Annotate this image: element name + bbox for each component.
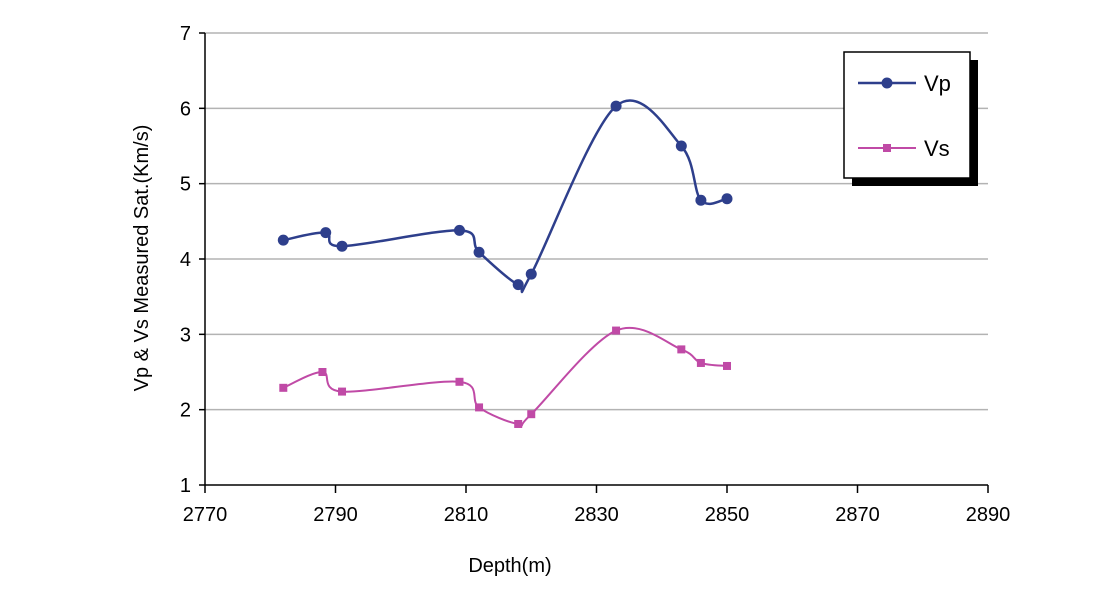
x-tick-label: 2870 [835, 504, 880, 526]
data-point [475, 403, 484, 412]
data-point [525, 268, 537, 280]
data-point [512, 279, 524, 291]
data-point [696, 358, 705, 367]
x-tick-label: 2850 [705, 504, 750, 526]
series-vs [279, 326, 731, 428]
data-point [723, 361, 731, 370]
data-point [612, 326, 621, 335]
x-tick-label: 2810 [444, 504, 489, 526]
series-line [283, 99, 728, 294]
y-axis-label: Vp & Vs Measured Sat.(Km/s) [131, 125, 153, 392]
series-line [282, 326, 728, 427]
series-vp [277, 99, 733, 294]
y-tick-label: 3 [180, 324, 191, 346]
y-tick-label: 5 [180, 174, 191, 196]
y-tick-label: 6 [180, 98, 191, 120]
x-tick-label: 2770 [183, 504, 228, 526]
data-point [455, 377, 464, 386]
data-point [695, 194, 707, 206]
data-point [318, 368, 327, 376]
data-point [473, 246, 485, 258]
y-tick-labels: 1 2 3 4 5 6 7 [180, 23, 191, 497]
x-tick-label: 2790 [313, 504, 358, 526]
data-point [675, 140, 687, 152]
y-tick-label: 7 [180, 23, 191, 45]
data-point [279, 383, 288, 392]
data-point [527, 410, 536, 419]
data-point [336, 240, 348, 252]
data-point [610, 100, 622, 112]
axes [199, 32, 989, 493]
data-point [338, 387, 347, 396]
data-point [320, 227, 332, 239]
data-point [677, 345, 686, 354]
legend: Vp Vs [843, 51, 978, 186]
y-tick-label: 4 [180, 249, 191, 271]
x-tick-labels: 2770 2790 2810 2830 2850 2870 2890 [183, 504, 1011, 526]
legend-vs-label: Vs [924, 136, 950, 161]
y-tick-label: 1 [180, 475, 191, 497]
data-point [514, 419, 523, 428]
gridlines [205, 32, 988, 411]
data-point [277, 234, 289, 246]
data-point [453, 224, 465, 236]
y-tick-label: 2 [180, 400, 191, 422]
legend-vp-label: Vp [924, 71, 951, 96]
series-group [277, 99, 733, 428]
legend-box [843, 51, 971, 179]
legend-vp-marker [881, 77, 893, 89]
legend-vs-marker [883, 144, 891, 152]
x-tick-label: 2830 [574, 504, 619, 526]
x-axis-label: Depth(m) [468, 555, 551, 577]
x-tick-label: 2890 [966, 504, 1011, 526]
data-point [721, 193, 733, 205]
